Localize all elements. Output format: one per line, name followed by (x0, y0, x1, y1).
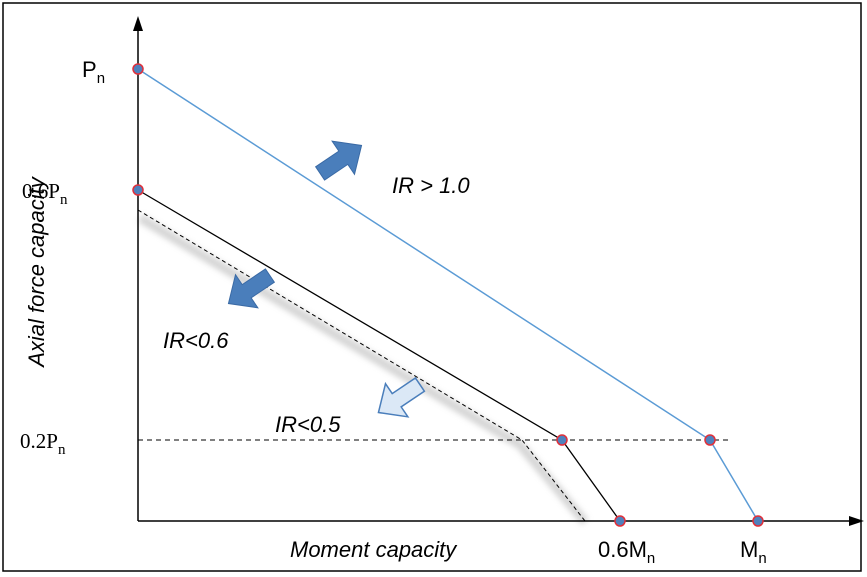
point-pn (132, 63, 144, 75)
y-tick-0.6pn: 0.6Pn (22, 179, 68, 208)
y-tick-pn: Pn (82, 57, 105, 87)
point-0.6pn (132, 184, 144, 196)
point-mn (752, 515, 764, 527)
arrow-up-right-icon (314, 140, 363, 181)
x-tick-mn: Mn (740, 537, 767, 567)
label-ir-lt-0.6: IR<0.6 (163, 328, 229, 353)
x-tick-0.6mn: 0.6Mn (598, 537, 655, 567)
arrow-down-left-icon (227, 268, 276, 309)
point-0.6mn (614, 515, 626, 527)
figure-border (2, 2, 862, 572)
y-axis-title: Axial force capacity (24, 175, 49, 369)
label-ir-gt-1: IR > 1.0 (392, 173, 470, 198)
y-axis-arrowhead (133, 16, 143, 31)
x-axis-arrowhead (849, 516, 864, 526)
arrow-down-left-outline-icon (377, 376, 426, 418)
shadow-band (137, 214, 589, 525)
x-axis-title: Moment capacity (290, 537, 458, 562)
point-black-knee (556, 434, 568, 446)
y-tick-0.2pn: 0.2Pn (20, 429, 66, 458)
point-blue-knee (704, 434, 716, 446)
label-ir-lt-0.5: IR<0.5 (275, 412, 341, 437)
